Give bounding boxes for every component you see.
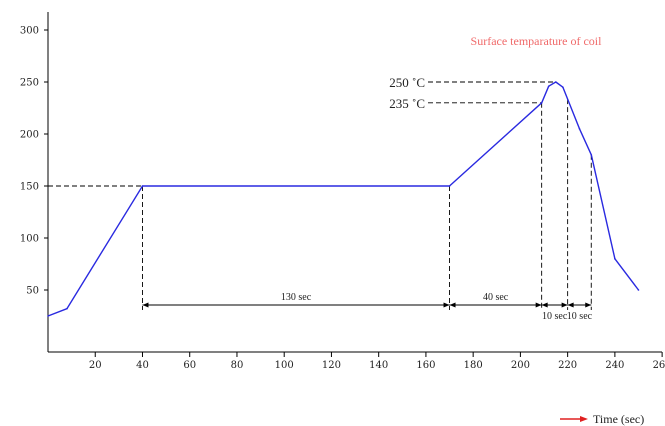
x-tick-label: 200 (511, 360, 530, 371)
interval-label: 10 sec (542, 311, 568, 322)
x-tick-label: 100 (275, 360, 294, 371)
interval-label: 10 sec (567, 311, 593, 322)
y-tick-label: 250 (20, 78, 39, 89)
data-point (547, 85, 550, 87)
interval-arrow-head (535, 302, 542, 308)
x-tick-label: 120 (322, 360, 341, 371)
x-tick-label: 180 (464, 360, 483, 371)
data-point (590, 154, 593, 156)
data-point (448, 185, 451, 187)
interval-arrow-head (561, 302, 568, 308)
axes (47, 12, 662, 353)
y-tick-label: 300 (20, 26, 39, 37)
interval-arrow-head (449, 302, 456, 308)
x-tick-label: 40 (136, 360, 149, 371)
guide-lines (48, 81, 592, 310)
interval-arrow-head (567, 302, 574, 308)
time-arrow-head (580, 416, 588, 422)
data-point (555, 81, 557, 83)
temperature-series-line (47, 81, 640, 317)
x-tick-label: 160 (416, 360, 435, 371)
x-tick-label: 260 (653, 360, 665, 371)
y-tick-label: 200 (20, 130, 39, 141)
temp-label: 235 ˚C (389, 96, 425, 111)
data-point (637, 289, 640, 291)
data-point (141, 185, 144, 187)
data-point (540, 102, 543, 104)
y-tick-label: 150 (20, 182, 39, 193)
x-tick-label: 80 (231, 360, 244, 371)
x-axis-label: Time (sec) (593, 412, 644, 426)
x-tick-label: 20 (89, 360, 102, 371)
x-axis-title-group: Time (sec) (560, 412, 644, 426)
y-tick-label: 50 (26, 286, 39, 297)
interval-arrow-head (142, 302, 149, 308)
y-tick-label: 100 (20, 234, 39, 245)
interval-arrow-head (585, 302, 592, 308)
data-point (614, 258, 616, 260)
x-tick-label: 240 (605, 360, 624, 371)
annotations: 250 ˚C 235 ˚C 130 sec 40 sec 10 sec 10 sec (142, 75, 593, 322)
chart-title: Surface temparature of coil (471, 34, 603, 48)
x-tick-label: 60 (183, 360, 196, 371)
interval-label: 130 sec (281, 292, 312, 303)
interval-arrow-head (443, 302, 450, 308)
series-layer (47, 81, 640, 317)
x-tick-label: 140 (369, 360, 388, 371)
interval-label: 40 sec (483, 292, 509, 303)
tick-marks: 20 40 60 80 100 120 140 160 180 200 220 240 260 50 100… (20, 26, 665, 372)
data-point (47, 315, 49, 317)
data-point (66, 307, 68, 310)
data-point (578, 128, 581, 130)
data-point (562, 86, 564, 88)
interval-arrow-head (541, 302, 548, 308)
x-tick-label: 220 (558, 360, 577, 371)
temp-label: 250 ˚C (389, 75, 425, 90)
